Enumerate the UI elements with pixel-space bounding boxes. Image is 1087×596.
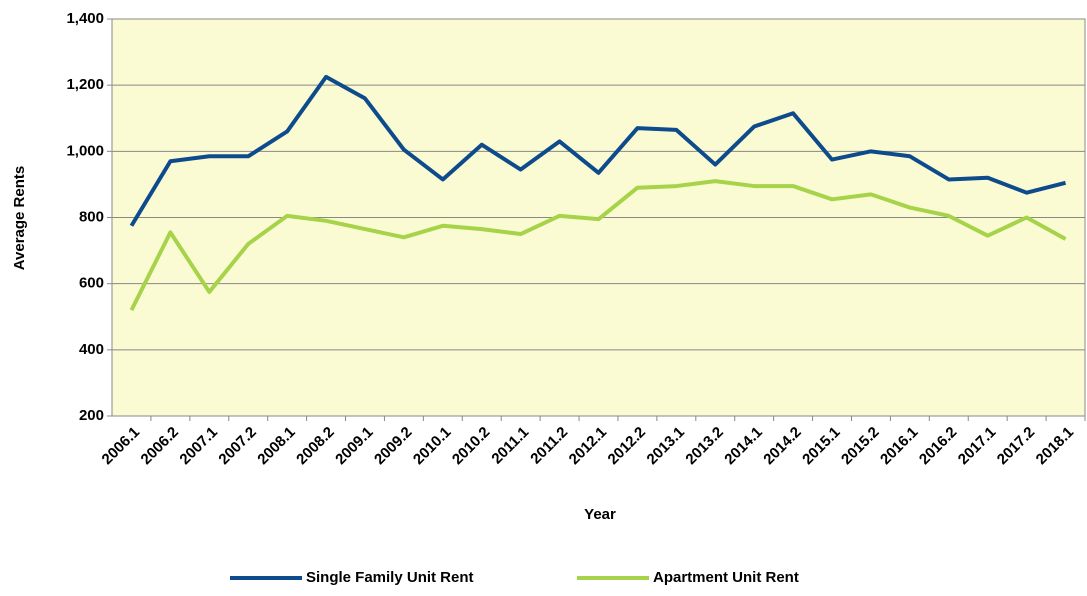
x-tick-label: 2016.2 [916,424,960,468]
y-tick-label: 600 [79,275,104,292]
x-tick-label: 2008.1 [254,424,298,468]
x-tick-label: 2015.2 [838,424,882,468]
y-axis-title: Average Rents [11,166,28,271]
x-tick-label: 2015.1 [799,424,843,468]
x-tick-label: 2017.2 [994,424,1038,468]
x-tick-label: 2006.2 [138,424,182,468]
x-tick-label: 2007.1 [176,424,220,468]
x-tick-label: 2014.1 [721,424,765,468]
legend-label: Single Family Unit Rent [306,569,474,586]
x-tick-label: 2007.2 [215,424,259,468]
x-tick-label: 2017.1 [955,424,999,468]
x-tick-label: 2012.1 [566,424,610,468]
x-tick-label: 2012.2 [605,424,649,468]
x-tick-label: 2011.2 [527,424,571,468]
x-tick-label: 2018.1 [1033,424,1077,468]
x-tick-label: 2014.2 [760,424,804,468]
x-tick-label: 2013.1 [644,424,688,468]
line [129,179,1067,312]
y-tick-label: 1,400 [66,10,104,27]
x-tick-label: 2009.1 [332,424,376,468]
y-tick-label: 1,200 [66,76,104,93]
y-tick-label: 800 [79,208,104,225]
y-tick-label: 200 [79,407,104,424]
x-tick-label: 2010.2 [449,424,493,468]
x-tick-label: 2009.2 [371,424,415,468]
legend-label: Apartment Unit Rent [653,569,799,586]
y-tick-label: 400 [79,341,104,358]
x-tick-label: 2006.1 [99,424,143,468]
x-tick-label: 2011.1 [488,424,532,468]
x-tick-label: 2013.2 [682,424,726,468]
x-tick-label: 2010.1 [410,424,454,468]
x-tick-label: 2008.2 [293,424,337,468]
x-axis-title: Year [584,506,616,523]
line [129,74,1067,227]
y-tick-label: 1,000 [66,142,104,159]
x-tick-label: 2016.1 [877,424,921,468]
